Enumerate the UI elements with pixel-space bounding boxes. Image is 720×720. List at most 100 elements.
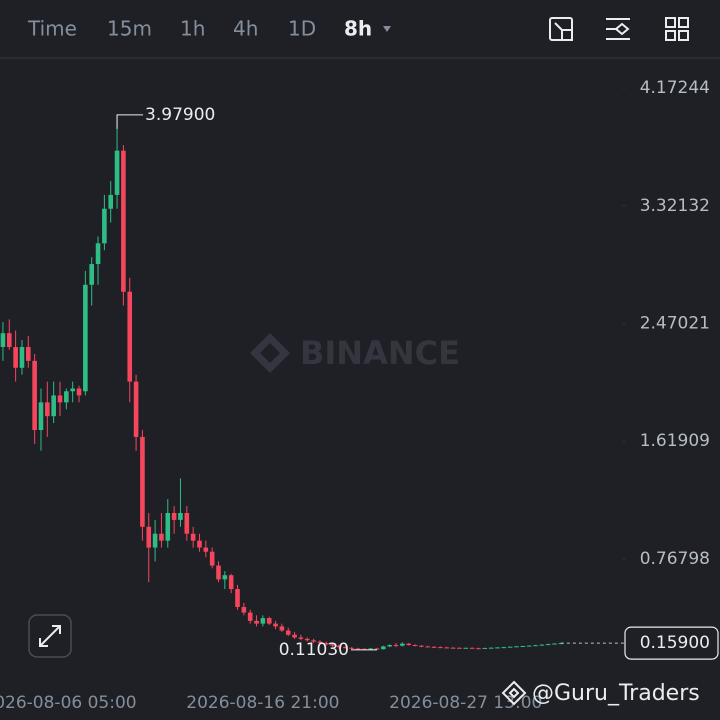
candle-body — [266, 618, 272, 624]
candle-body — [374, 648, 380, 650]
candle-body — [330, 644, 335, 646]
interval-tab[interactable]: 8h — [344, 17, 372, 41]
candle-body — [152, 533, 158, 548]
candle-body — [311, 640, 316, 642]
watermark-logo — [250, 333, 290, 373]
candle-body — [304, 638, 310, 641]
interval-tab[interactable]: Time — [27, 17, 77, 41]
candle-body — [431, 646, 437, 648]
candle-body — [64, 391, 69, 403]
candle-body — [285, 630, 291, 635]
candle-body — [355, 648, 361, 650]
interval-tab[interactable]: 1h — [180, 17, 205, 41]
candle-body — [482, 647, 488, 649]
candle-body — [463, 647, 469, 649]
candle-body — [495, 647, 500, 649]
candle-body — [241, 607, 247, 613]
candle-body — [102, 208, 107, 244]
screenshot-icon[interactable] — [549, 17, 573, 41]
candle-body — [533, 645, 538, 647]
max-label: 3.97900 — [145, 105, 215, 125]
last-price-box — [624, 626, 719, 660]
candle-body — [203, 547, 209, 552]
candle-body — [323, 642, 329, 645]
candle-body — [171, 512, 177, 520]
interval-tab[interactable]: 4h — [233, 17, 258, 41]
candle-body — [273, 623, 278, 627]
candle-body — [400, 643, 405, 646]
y-tick-label: 4.17244 — [640, 78, 710, 98]
candle-body — [209, 551, 215, 566]
candle-body — [476, 648, 481, 650]
candle-body — [19, 347, 25, 368]
x-tick-label: 2026-08-06 05:00 — [0, 693, 137, 713]
candle-body — [235, 589, 240, 608]
max-pointer — [116, 114, 144, 129]
candle-body — [13, 347, 18, 368]
overlay-text: @Guru_Traders — [532, 681, 700, 706]
candle-body — [450, 647, 456, 649]
candle-body — [222, 575, 228, 580]
candle-body — [520, 646, 526, 648]
candle-body — [0, 333, 6, 348]
candle-body — [140, 436, 145, 527]
candle-body — [393, 645, 399, 647]
toolbar-icons — [549, 17, 689, 41]
candle-body — [343, 647, 348, 649]
min-label: 0.11030 — [279, 640, 349, 660]
candle-body — [317, 641, 323, 643]
candle-body — [165, 512, 171, 541]
candle-body — [552, 643, 557, 645]
candle-body — [89, 264, 94, 285]
y-tick-label: 2.47021 — [640, 313, 710, 333]
candle-body — [362, 648, 367, 650]
y-tick-label: 0.76798 — [640, 549, 710, 569]
last-price-label: 0.15900 — [640, 633, 710, 653]
candle-body — [38, 402, 44, 431]
candle-body — [26, 347, 31, 361]
y-tick-label: 3.32132 — [640, 196, 710, 216]
candle-body — [501, 647, 507, 649]
interval-tab[interactable]: 15m — [107, 17, 152, 41]
candle-body — [108, 194, 114, 209]
expand-button[interactable] — [28, 614, 72, 658]
layout-icon[interactable] — [665, 17, 689, 41]
candle-body — [121, 150, 126, 292]
candle-body — [425, 646, 431, 648]
candle-body — [57, 395, 63, 403]
x-tick-label: 2026-08-27 13:00 — [389, 693, 542, 713]
candle-body — [260, 618, 266, 624]
plot: 4.17244 3.32132 2.47021 1.61909 0.76798 2026-… — [0, 78, 719, 713]
candle-body — [545, 644, 551, 646]
overlay-logo — [501, 680, 527, 706]
candle-body — [114, 150, 120, 195]
toolbar: Time 15m 1h 4h 1D 8h — [27, 17, 372, 41]
watermark: BINANCE — [300, 334, 460, 372]
candle-body — [488, 647, 494, 649]
candle-body — [51, 395, 56, 417]
candle-body — [412, 645, 418, 647]
interval-tab[interactable]: 1D — [288, 17, 316, 41]
candle-body — [197, 540, 202, 548]
candle-body — [419, 645, 424, 647]
candle-body — [457, 647, 462, 649]
candle-body — [32, 360, 37, 431]
candle-body — [349, 647, 354, 649]
candle-body — [381, 646, 386, 650]
candle-body — [247, 612, 253, 621]
y-tick-label: 1.61909 — [640, 431, 710, 451]
dropdown-caret[interactable] — [383, 26, 391, 32]
candle-body — [83, 284, 88, 392]
candle-body — [159, 533, 164, 541]
candle-body — [45, 402, 50, 417]
candle-body — [146, 526, 152, 548]
candle-body — [70, 388, 75, 392]
candle-body — [95, 243, 101, 265]
indicator-icon[interactable] — [606, 18, 630, 40]
candle-body — [526, 645, 532, 647]
candle-body — [507, 646, 513, 648]
candle-body — [127, 291, 133, 382]
candle-body — [514, 646, 519, 648]
candle-body — [133, 381, 139, 437]
